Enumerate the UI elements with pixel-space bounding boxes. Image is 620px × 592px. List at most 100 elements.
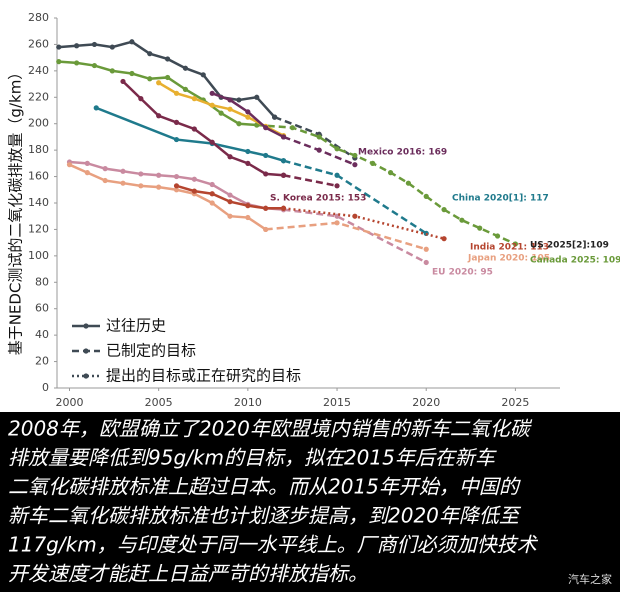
point: [138, 183, 144, 189]
point: [209, 191, 215, 197]
point: [280, 172, 287, 178]
point: [120, 180, 126, 186]
point: [138, 171, 144, 177]
caption-line: 新车二氧化碳排放标准也计划逐步提高，到2020年降低至: [8, 504, 522, 528]
point: [209, 102, 215, 108]
x-tick-label: 2020: [412, 396, 440, 409]
point: [227, 192, 233, 198]
point: [74, 60, 80, 66]
x-tick-label: 2000: [55, 396, 83, 409]
y-tick-label: 280: [28, 11, 49, 24]
point: [280, 158, 287, 164]
point: [227, 106, 233, 112]
x-tick-label: 2015: [323, 396, 351, 409]
y-tick-label: 160: [28, 170, 49, 183]
point: [84, 160, 90, 166]
point: [387, 170, 394, 176]
point: [84, 170, 90, 176]
point: [459, 217, 465, 223]
point: [289, 125, 296, 131]
series-line: [283, 174, 338, 188]
annotation: S. Korea 2015: 153: [270, 194, 366, 204]
point: [164, 56, 171, 62]
series-line: [95, 106, 284, 162]
y-tick-label: 80: [35, 275, 49, 288]
point: [263, 125, 269, 131]
point: [316, 134, 322, 140]
point: [91, 41, 98, 48]
point: [156, 184, 162, 190]
point: [263, 152, 269, 159]
y-tick-label: 240: [28, 64, 49, 77]
point: [227, 97, 233, 103]
point: [182, 86, 189, 92]
point: [263, 226, 269, 233]
point: [109, 68, 115, 74]
point: [156, 172, 162, 178]
y-tick-label: 40: [35, 328, 49, 341]
point: [280, 205, 287, 211]
legend-label: 提出的目标或正在研究的目标: [106, 367, 301, 385]
point: [441, 207, 447, 213]
point: [352, 152, 358, 159]
point: [334, 172, 340, 178]
annotation: Mexico 2016: 169: [358, 148, 447, 158]
legend-dot: [83, 323, 89, 329]
point: [227, 199, 233, 205]
point: [129, 39, 135, 45]
point: [494, 233, 501, 239]
point: [263, 171, 269, 177]
point: [512, 241, 519, 247]
point: [236, 97, 242, 103]
x-tick-label: 2025: [501, 396, 529, 409]
legend-label: 已制定的目标: [106, 342, 196, 360]
point: [66, 162, 73, 168]
point: [129, 70, 135, 77]
y-tick-label: 60: [35, 302, 49, 315]
point: [102, 166, 108, 172]
point: [334, 183, 340, 189]
point: [182, 65, 189, 71]
point: [147, 51, 153, 57]
point: [156, 113, 162, 119]
point: [245, 109, 251, 115]
y-tick-label: 180: [28, 143, 49, 156]
annotation: Japan 2020: 105: [467, 254, 550, 264]
point: [272, 114, 278, 120]
point: [209, 181, 215, 188]
series-line: [283, 208, 427, 264]
point: [245, 203, 251, 209]
series-line: [58, 60, 257, 127]
legend-label: 过往历史: [106, 317, 166, 335]
point: [109, 44, 115, 50]
series-line: [256, 123, 516, 246]
point: [245, 214, 251, 221]
annotation: China 2020[1]: 117: [452, 194, 549, 204]
point: [263, 205, 269, 211]
point: [477, 225, 483, 231]
point: [120, 168, 126, 174]
y-tick-label: 220: [28, 90, 49, 103]
x-tick-label: 2005: [145, 396, 173, 409]
point: [200, 72, 206, 78]
point: [423, 193, 429, 199]
x-tick-label: 2010: [234, 396, 262, 409]
point: [102, 177, 108, 184]
caption-line: 117g/km，与印度处于同一水平线上。厂商们必须加快技术: [8, 533, 539, 557]
y-tick-label: 140: [28, 196, 49, 209]
watermark: 汽车之家: [568, 572, 612, 586]
point: [191, 176, 197, 182]
y-tick-label: 200: [28, 117, 49, 130]
point: [173, 173, 180, 180]
point: [91, 62, 98, 69]
point: [245, 148, 251, 155]
point: [191, 126, 197, 132]
point: [245, 160, 251, 166]
point: [316, 147, 322, 153]
point: [405, 180, 411, 186]
point: [334, 146, 340, 152]
y-tick-label: 120: [28, 222, 49, 235]
caption-line: 排放量要降低到95g/km的目标，拟在2015年后在新车: [8, 446, 497, 470]
annotation: Canada 2025: 109: [530, 256, 620, 266]
